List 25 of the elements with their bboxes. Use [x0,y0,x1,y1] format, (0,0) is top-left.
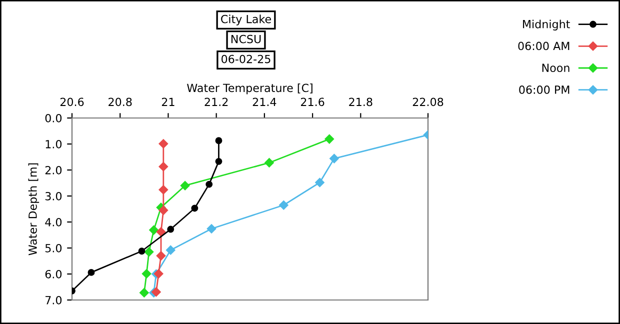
x-tick-label: 21 [162,98,174,106]
x-tick-label: 21.2 [204,98,228,106]
y-tick-label: 1.0 [46,140,62,148]
x-tick-label: 21.8 [349,98,372,106]
x-tick-label: 20.6 [60,98,84,106]
x-tick-label: 21.4 [252,98,276,106]
x-tick-label: 22.08 [412,98,444,106]
y-tick-label: 4.0 [45,218,62,226]
text: 06-02-25 [222,54,270,64]
legend-label: 06:00 AM [518,42,570,50]
x-tick-label: 21.6 [300,98,324,106]
y-tick-label: 5.0 [45,244,62,252]
y-tick-label: 7.0 [46,296,62,304]
y-axis-title: Water Depth [m] [28,163,40,256]
y-tick-label: 6.0 [45,270,62,278]
y-tick-label: 3.0 [45,192,62,200]
y-tick-label: 2.0 [45,166,62,174]
x-axis-title: Water Temperature [C] [187,84,312,94]
chart-title: City Lake [221,14,271,26]
x-tick-label: 20.8 [108,98,132,106]
legend-label: Noon [542,64,570,72]
chart-subtitle: NCSU [231,34,261,44]
legend-label: 06:00 PM [519,86,570,94]
legend-label: Midnight [523,20,570,30]
y-tick-label: 0.0 [45,114,62,122]
